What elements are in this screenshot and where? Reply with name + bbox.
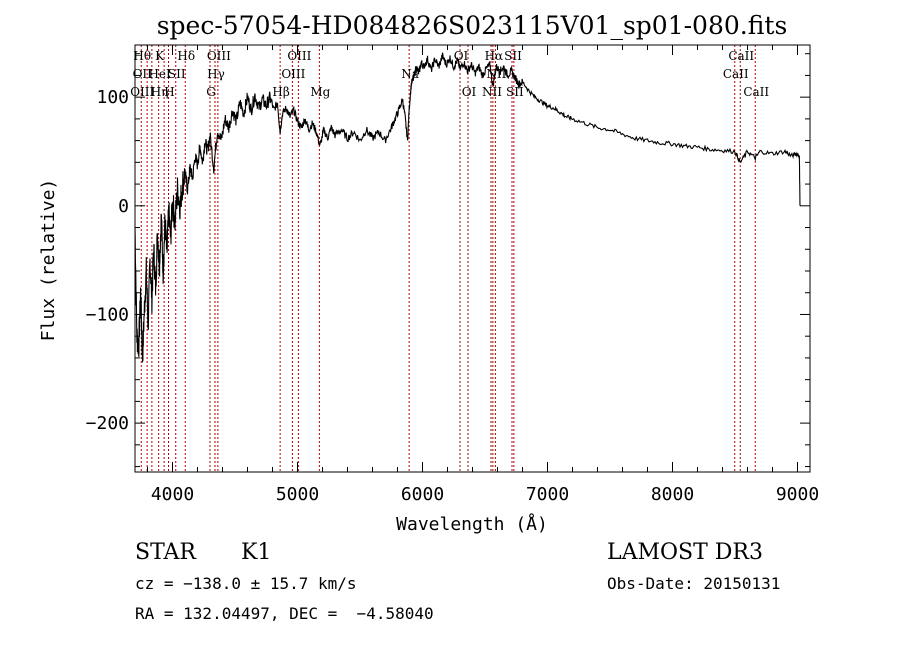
x-tick-label: 7000	[526, 484, 569, 505]
line-label: Hα	[485, 49, 504, 63]
observation-date: Obs-Date: 20150131	[607, 574, 781, 593]
line-label: Mg	[310, 85, 330, 99]
plot-frame	[134, 44, 811, 473]
line-label: CaII	[723, 67, 749, 81]
line-label: Hβ	[272, 85, 289, 99]
line-label: OI	[462, 85, 477, 99]
line-label: Hη	[151, 85, 169, 99]
y-tick-label: 0	[118, 196, 129, 217]
line-label: HeI	[148, 67, 171, 81]
x-tick-label: 5000	[276, 484, 319, 505]
object-class: STAR	[135, 540, 196, 565]
line-label: CaII	[743, 85, 769, 99]
x-axis-label: Wavelength (Å)	[396, 513, 548, 535]
y-tick-label: −100	[86, 304, 129, 325]
line-label: SII	[168, 67, 186, 81]
spectrum-line	[134, 52, 801, 363]
line-label: OIII	[130, 85, 154, 99]
redshift-velocity: cz = −138.0 ± 15.7 km/s	[135, 574, 357, 593]
x-tick-label: 4000	[151, 484, 194, 505]
y-tick-label: 100	[96, 87, 129, 108]
object-subclass: K1	[241, 540, 272, 565]
x-tick-label: 6000	[401, 484, 444, 505]
line-label: NII	[482, 85, 502, 99]
line-label: G	[206, 85, 216, 99]
y-tick-label: −200	[86, 413, 129, 434]
chart-title: spec-57054-HD084826S023115V01_sp01-080.f…	[157, 11, 788, 40]
line-markers	[140, 45, 756, 472]
line-label: Hδ	[177, 49, 195, 63]
line-label: K	[155, 49, 165, 63]
line-label: SII	[506, 85, 524, 99]
line-label: OII	[133, 67, 153, 81]
line-label: H	[164, 85, 174, 99]
line-label: OIII	[287, 49, 311, 63]
line-label: OIII	[281, 67, 305, 81]
y-axis-ticks: −200 −100 0 100	[86, 53, 810, 468]
y-axis-label: Flux (relative)	[38, 179, 59, 342]
x-tick-label: 8000	[651, 484, 694, 505]
line-label: Hθ	[133, 49, 151, 63]
x-axis-ticks: 4000 5000 6000 7000 8000 9000	[147, 45, 819, 505]
survey-name: LAMOST DR3	[607, 540, 763, 565]
x-tick-label: 9000	[776, 484, 819, 505]
line-label: CaII	[728, 49, 754, 63]
line-marker-labels: Hθ OII OIII K HeI HηH SII Hδ G Hγ OIII Hβ OIII OIII Mg…	[130, 49, 769, 99]
line-label: Na	[401, 67, 419, 81]
line-label: SII	[504, 49, 522, 63]
line-label: Hγ	[207, 67, 225, 81]
coordinates: RA = 132.04497, DEC = −4.58040	[135, 604, 434, 623]
line-label: OIII	[207, 49, 231, 63]
